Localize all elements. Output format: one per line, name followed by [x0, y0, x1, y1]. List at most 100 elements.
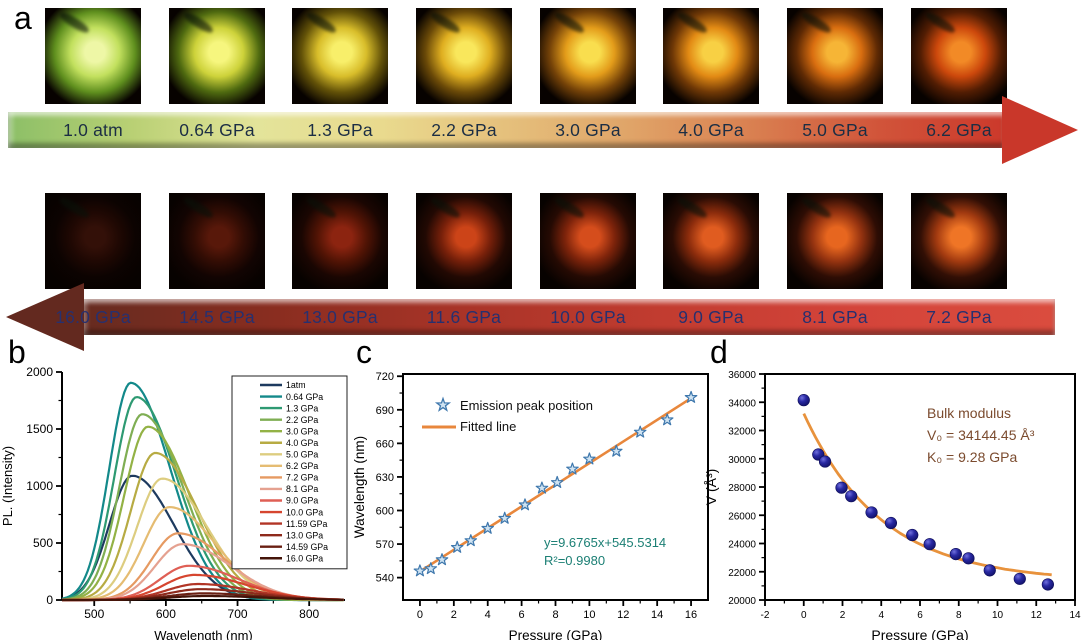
compression-arrow-head-icon — [1002, 96, 1078, 164]
bulk-modulus-k0: K₀ = 9.28 GPa — [927, 449, 1017, 465]
decompression-row-pressure-label: 9.0 GPa — [678, 307, 744, 327]
compression-row-pressure-label: 6.2 GPa — [926, 120, 992, 140]
legend-label: 11.59 GPa — [286, 519, 328, 529]
volume-data-point — [949, 547, 962, 561]
peak-position-chart: 0 2 4 6 8 10 12 14 16 540 570 600 630 660 690 720 Pressu… — [352, 371, 709, 640]
decompression-row-pressure-label: 10.0 GPa — [550, 307, 626, 327]
gasket-shadow — [676, 9, 709, 35]
compression-row-pressure-label: 5.0 GPa — [802, 120, 868, 140]
y-tick-label: 2000 — [26, 365, 53, 379]
volume-data-point — [923, 538, 936, 551]
legend-star-icon — [434, 396, 452, 412]
compression-row-pressure-label: 0.64 GPa — [179, 120, 255, 140]
volume-data-point — [962, 552, 975, 565]
gasket-shadow — [58, 9, 91, 35]
compression-row-sample-photo — [416, 8, 512, 104]
decompression-row-sample-photo — [540, 193, 636, 289]
panel-label-d: d — [710, 334, 728, 370]
x-tick-label: 8 — [956, 610, 962, 621]
y-tick-label: 500 — [33, 536, 53, 550]
unit-cell-volume-chart: -2 0 2 4 6 8 10 12 14 20000 22000 24000 26000 28000 30… — [703, 370, 1081, 640]
emission-peak-star — [684, 390, 698, 403]
y-tick-label: 630 — [376, 472, 394, 484]
gasket-shadow — [924, 194, 957, 220]
bulk-modulus-v0: V₀ = 34144.45 Å³ — [927, 427, 1035, 443]
decompression-arrow — [82, 299, 1055, 335]
decompression-row-sample-photo — [911, 193, 1007, 289]
decompression-row-sample-photo — [45, 193, 141, 289]
gasket-shadow — [924, 9, 957, 35]
plot-frame — [764, 373, 1076, 601]
emission-peak-star — [610, 444, 623, 457]
emission-peak-star — [413, 564, 427, 577]
compression-arrow — [8, 112, 1004, 148]
x-tick-label: 2 — [451, 609, 457, 621]
gasket-shadow — [429, 9, 462, 35]
legend-label: Emission peak position — [460, 398, 593, 413]
gasket-shadow — [182, 9, 215, 35]
x-tick-label: 500 — [84, 607, 104, 621]
bulk-modulus-title: Bulk modulus — [927, 405, 1011, 421]
legend-label: 4.0 GPa — [286, 438, 318, 448]
fit-equation: y=9.6765x+545.5314 — [544, 535, 666, 550]
emission-peak-star — [435, 553, 449, 566]
legend-label: 6.2 GPa — [286, 461, 318, 471]
y-tick-label: 28000 — [728, 483, 756, 494]
legend-label: 10.0 GPa — [286, 507, 323, 517]
legend-label: 3.0 GPa — [286, 426, 318, 436]
volume-data-point — [845, 490, 858, 503]
fit-r-squared: R²=0.9980 — [544, 553, 605, 568]
y-tick-label: 0 — [46, 593, 53, 607]
y-tick-label: 36000 — [728, 370, 756, 381]
y-tick-label: 30000 — [728, 455, 756, 466]
emission-peak-star — [518, 498, 532, 511]
x-tick-label: 10 — [992, 610, 1004, 621]
panel-label-b: b — [8, 334, 26, 370]
gasket-shadow — [553, 194, 586, 220]
x-axis-title: Pressure (GPa) — [871, 627, 968, 640]
x-tick-label: 600 — [156, 607, 176, 621]
decompression-row-sample-photo — [663, 193, 759, 289]
legend-label: 9.0 GPa — [286, 496, 318, 506]
volume-data-point — [1013, 572, 1026, 585]
y-tick-label: 600 — [376, 505, 394, 517]
legend-label: 7.2 GPa — [286, 473, 318, 483]
pl-curve-16.0GPa — [62, 594, 344, 602]
x-tick-label: 14 — [651, 609, 663, 621]
volume-data-point — [797, 394, 810, 407]
compression-row-pressure-label: 2.2 GPa — [431, 120, 497, 140]
emission-peak-star — [498, 511, 511, 524]
y-tick-label: 690 — [376, 405, 394, 417]
y-tick-label: 20000 — [728, 596, 756, 607]
x-tick-label: 14 — [1069, 610, 1081, 621]
panel-label-c: c — [356, 334, 372, 370]
x-tick-label: 10 — [583, 609, 595, 621]
y-axis-title: PL. (Intensity) — [0, 446, 15, 526]
emission-peak-star — [633, 425, 647, 438]
gasket-shadow — [800, 9, 833, 35]
compression-row-pressure-label: 1.0 atm — [63, 120, 123, 140]
emission-peak-star — [424, 562, 438, 575]
compression-row-sample-photo — [169, 8, 265, 104]
y-tick-label: 570 — [376, 539, 394, 551]
x-tick-label: 12 — [1031, 610, 1043, 621]
compression-row-sample-photo — [540, 8, 636, 104]
legend-label: 5.0 GPa — [286, 450, 318, 460]
x-tick-label: 16 — [685, 609, 697, 621]
emission-peak-star — [550, 475, 564, 488]
compression-row-pressure-label: 1.3 GPa — [307, 120, 373, 140]
x-tick-label: 6 — [519, 609, 525, 621]
decompression-row-pressure-label: 11.6 GPa — [426, 307, 502, 327]
volume-data-point — [835, 481, 848, 494]
compression-row-sample-photo — [292, 8, 388, 104]
emission-peak-star — [535, 481, 549, 494]
gasket-shadow — [800, 194, 833, 220]
x-tick-label: 700 — [228, 607, 248, 621]
y-axis-title: Wavelength (nm) — [352, 436, 367, 538]
panel-label-a: a — [14, 0, 32, 36]
volume-data-point — [818, 455, 832, 468]
compression-row-sample-photo — [787, 8, 883, 104]
legend-label: 14.59 GPa — [286, 542, 328, 552]
compression-row-sample-photo — [45, 8, 141, 104]
